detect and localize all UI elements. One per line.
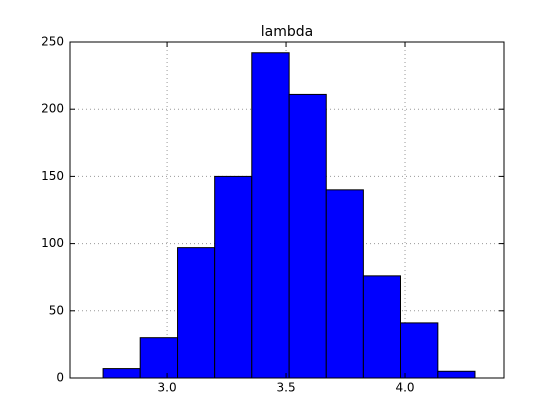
bar [139,337,179,379]
y-tick-label: 0 [56,371,64,385]
y-tick-label: 250 [41,35,64,49]
y-tick-label: 100 [41,236,64,250]
bar [437,370,476,379]
plot-frame [69,41,505,379]
y-tick-label: 50 [49,303,64,317]
bar [325,189,364,379]
x-tick-label: 3.0 [158,381,177,395]
bar [214,175,253,379]
y-tick-label: 200 [41,102,64,116]
bar [362,275,401,379]
y-tick-label: 150 [41,169,64,183]
bar [399,322,439,379]
chart-title: lambda [261,24,313,40]
bar [102,368,141,379]
bar [251,52,290,379]
bar [177,247,216,379]
x-tick-label: 3.5 [277,381,296,395]
bar [288,93,327,379]
x-tick-label: 4.0 [395,381,414,395]
